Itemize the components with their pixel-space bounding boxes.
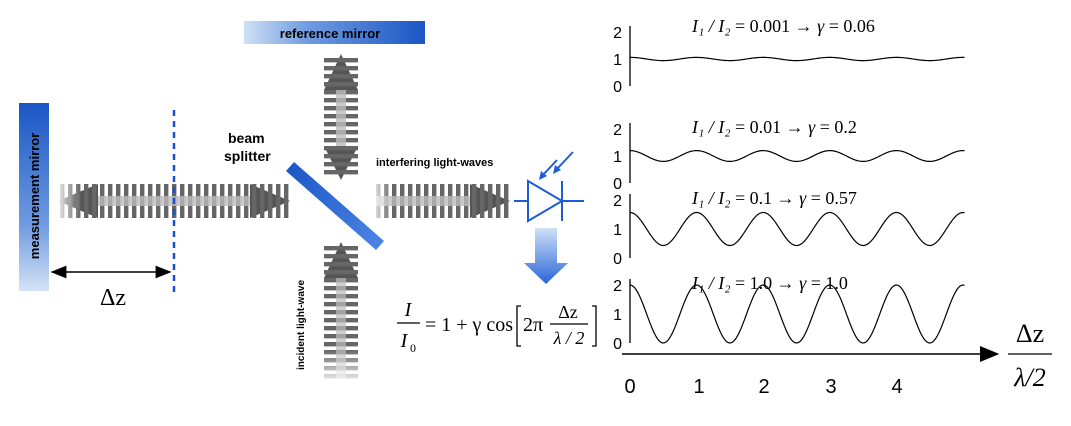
panel-3-arrow: → — [777, 188, 800, 208]
panel-2-curve — [629, 149, 965, 163]
panel-3-curve — [629, 211, 965, 247]
panel-2-label: I₁ / I₂ = 0.01 → γ = 0.2 — [691, 117, 857, 137]
panel-1-ratio-value: = 0.001 — [735, 16, 795, 36]
x-axis: 0 1 2 3 4 Δz λ/2 — [622, 319, 1052, 398]
formula-two-pi: 2π — [523, 314, 543, 336]
panel-4-y-tick-0: 0 — [613, 336, 622, 353]
x-axis-label-numerator: Δz — [1016, 319, 1044, 348]
plot-panel-2: 2 1 0 I₁ / I₂ = 0.01 → γ = 0.2 — [613, 117, 965, 193]
incident-beam — [322, 242, 362, 382]
panel-2-y-tick-2: 2 — [613, 122, 622, 139]
delta-z-dimension: Δz — [50, 265, 172, 311]
panel-1-arrow: → — [795, 16, 818, 36]
formula-fraction-denominator: λ / 2 — [553, 328, 585, 348]
panel-3-y-tick-1: 1 — [613, 222, 622, 239]
panel-3-ratio-label: I₁ / I₂ — [691, 188, 735, 208]
panel-4-y-tick-2: 2 — [613, 278, 622, 295]
panel-2-y-tick-1: 1 — [613, 149, 622, 166]
panel-1-curve — [629, 56, 965, 62]
intensity-formula: I I 0 = 1 + γ cos 2π Δz λ / 2 — [397, 299, 597, 355]
panel-1-y-tick-0: 0 — [613, 79, 622, 96]
panel-2-ratio-value: = 0.01 — [735, 117, 786, 137]
formula-I: I — [404, 299, 413, 321]
x-tick-0: 0 — [624, 376, 635, 398]
splitter-label: splitter — [224, 148, 271, 164]
beam-splitter: beam splitter — [224, 130, 384, 250]
panel-1-gamma-value: = 0.06 — [829, 16, 875, 36]
panel-2-ratio-label: I₁ / I₂ — [691, 117, 735, 137]
panel-4-ratio-value: = 1.0 — [735, 273, 777, 293]
formula-fraction-numerator: Δz — [558, 302, 578, 322]
delta-z-label: Δz — [100, 285, 126, 311]
panel-1-label: I₁ / I₂ = 0.001 → γ = 0.06 — [691, 16, 875, 36]
panel-4-gamma-value: = 1.0 — [811, 273, 848, 293]
x-tick-2: 2 — [758, 376, 769, 398]
reference-arm-beam — [324, 54, 358, 180]
reference-mirror-label: reference mirror — [280, 26, 380, 41]
panel-4-y-tick-1: 1 — [613, 307, 622, 324]
panel-2-y-tick-0: 0 — [613, 176, 622, 193]
panel-2-arrow: → — [786, 117, 809, 137]
panel-2-gamma-value: = 0.2 — [820, 117, 857, 137]
panel-1-ratio-label: I₁ / I₂ — [691, 16, 735, 36]
panel-4-curve — [629, 284, 965, 344]
panel-4-ratio-label: I₁ / I₂ — [691, 273, 735, 293]
panel-3-y-tick-2: 2 — [613, 193, 622, 210]
plot-panel-4: 2 1 0 I₁ / I₂ = 1.0 → γ = 1.0 — [613, 273, 965, 353]
panel-1-y-tick-1: 1 — [613, 52, 622, 69]
plot-panel-3: 2 1 0 I₁ / I₂ = 0.1 → γ = 0.57 — [613, 188, 965, 268]
panel-3-label: I₁ / I₂ = 0.1 → γ = 0.57 — [691, 188, 857, 208]
x-tick-1: 1 — [693, 376, 704, 398]
detector-output-arrow — [524, 228, 568, 284]
measurement-mirror-label: measurement mirror — [27, 133, 42, 259]
x-tick-4: 4 — [891, 376, 902, 398]
panel-4-label: I₁ / I₂ = 1.0 → γ = 1.0 — [691, 273, 848, 293]
photodiode-icon — [514, 151, 584, 223]
panel-1-y-tick-2: 2 — [613, 25, 622, 42]
incident-wave-label: incident light-wave — [296, 280, 307, 370]
interference-plots: 2 1 0 I₁ / I₂ = 0.001 → γ = 0.06 2 1 0 I₁ / I₂ … — [613, 16, 965, 353]
reference-mirror: reference mirror — [244, 21, 425, 44]
panel-3-gamma-value: = 0.57 — [811, 188, 857, 208]
formula-I0-subscript: 0 — [410, 341, 416, 355]
formula-rhs: = 1 + γ cos — [425, 314, 513, 336]
panel-4-arrow: → — [777, 273, 800, 293]
panel-1-gamma-label: γ — [817, 16, 829, 36]
panel-4-gamma-label: γ — [799, 273, 811, 293]
x-tick-3: 3 — [825, 376, 836, 398]
beam-label: beam — [228, 130, 265, 146]
panel-2-gamma-label: γ — [808, 117, 820, 137]
plot-panel-1: 2 1 0 I₁ / I₂ = 0.001 → γ = 0.06 — [613, 16, 965, 96]
formula-I0: I — [400, 330, 409, 352]
x-axis-label-denominator: λ/2 — [1013, 363, 1045, 392]
interfering-beam — [374, 180, 510, 222]
measurement-mirror: measurement mirror — [19, 103, 49, 291]
interfering-waves-label: interfering light-waves — [376, 157, 493, 169]
panel-3-gamma-label: γ — [799, 188, 811, 208]
panel-3-ratio-value: = 0.1 — [735, 188, 777, 208]
panel-3-y-tick-0: 0 — [613, 251, 622, 268]
